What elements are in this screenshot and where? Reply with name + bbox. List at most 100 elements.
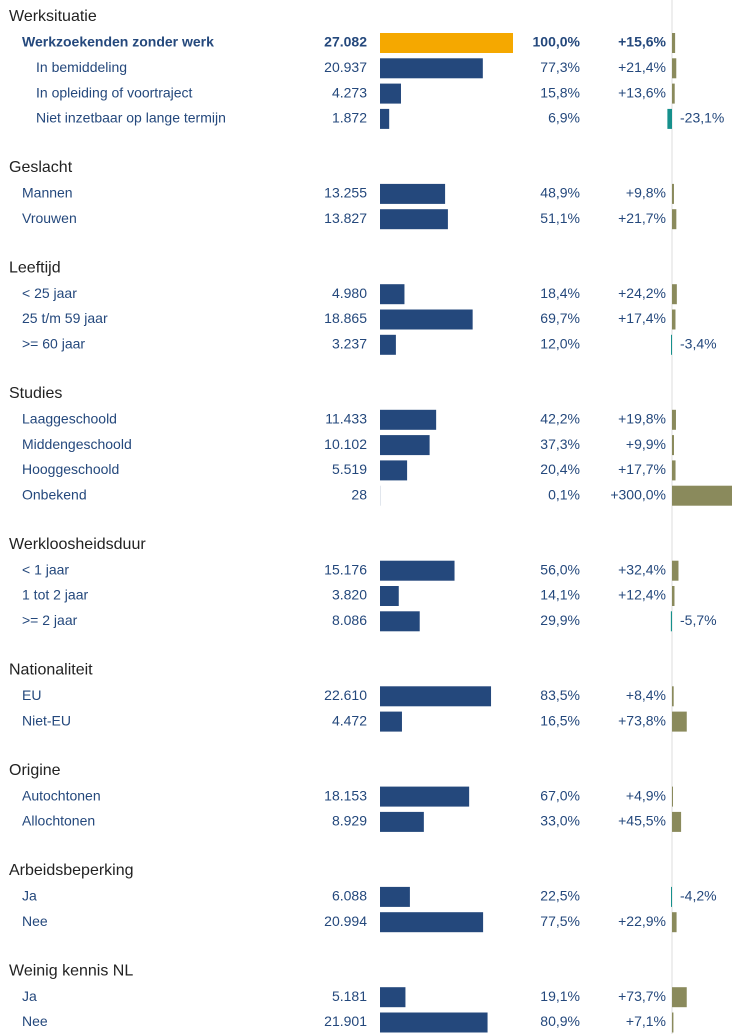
change-bar (672, 811, 682, 832)
count: 20.994 (324, 913, 367, 929)
change-bar (672, 309, 676, 330)
row-label: Nee (22, 1013, 48, 1029)
change-bar (671, 334, 672, 355)
change: +300,0% (610, 486, 666, 502)
count-bar (380, 886, 410, 907)
change: +22,9% (618, 913, 666, 929)
count-bar (380, 912, 484, 933)
count: 27.082 (324, 34, 367, 50)
share: 0,1% (548, 486, 580, 502)
change: +15,6% (618, 34, 666, 50)
count-bar (380, 987, 406, 1008)
share: 67,0% (540, 787, 580, 803)
row-label: Ja (22, 988, 37, 1004)
share: 20,4% (540, 461, 580, 477)
change: +4,9% (626, 787, 666, 803)
count: 1.872 (332, 110, 367, 126)
count-bar (380, 560, 455, 581)
change: +17,4% (618, 310, 666, 326)
count-bar (380, 435, 430, 456)
section-title: Werkloosheidsduur (9, 536, 146, 553)
change: +21,7% (618, 210, 666, 226)
change-bar (672, 83, 675, 104)
row-label: EU (22, 687, 41, 703)
count: 15.176 (324, 561, 367, 577)
share: 14,1% (540, 587, 580, 603)
row-label: Allochtonen (22, 813, 95, 829)
count: 4.273 (332, 84, 367, 100)
change-bar (672, 786, 673, 807)
share: 16,5% (540, 712, 580, 728)
change-bar (672, 711, 687, 732)
count: 3.820 (332, 587, 367, 603)
count-bar (380, 83, 401, 104)
change: +73,8% (618, 712, 666, 728)
count-bar (380, 409, 437, 430)
count: 18.153 (324, 787, 367, 803)
change-bar (672, 435, 674, 456)
share: 77,3% (540, 59, 580, 75)
share: 56,0% (540, 561, 580, 577)
change: -4,2% (680, 888, 717, 904)
row-label: Laaggeschoold (22, 411, 117, 427)
row-label: Middengeschoold (22, 436, 132, 452)
share: 19,1% (540, 988, 580, 1004)
count: 18.865 (324, 310, 367, 326)
share: 12,0% (540, 336, 580, 352)
change-bar (672, 284, 677, 305)
share: 15,8% (540, 84, 580, 100)
change: +13,6% (618, 84, 666, 100)
change-bar (672, 560, 679, 581)
change: +21,4% (618, 59, 666, 75)
share: 83,5% (540, 687, 580, 703)
change: +8,4% (626, 687, 666, 703)
count-bar (380, 711, 402, 732)
share: 22,5% (540, 888, 580, 904)
section-title: Nationaliteit (9, 662, 93, 679)
change-bar (672, 586, 675, 606)
row-label: Niet-EU (22, 712, 71, 728)
count: 22.610 (324, 687, 367, 703)
change-bar (672, 485, 732, 506)
change-bar (672, 912, 677, 933)
count: 28 (351, 486, 367, 502)
share: 6,9% (548, 110, 580, 126)
change: +9,8% (626, 185, 666, 201)
change-bar (667, 108, 672, 129)
count: 21.901 (324, 1013, 367, 1029)
row-label: Onbekend (22, 486, 87, 502)
row-label: Ja (22, 888, 37, 904)
change-bar (672, 686, 674, 707)
change: -5,7% (680, 612, 717, 628)
section-title: Werksituatie (9, 8, 97, 25)
count-bar (380, 309, 473, 330)
row-label: Mannen (22, 185, 73, 201)
count-bar (380, 284, 405, 305)
row-label: Autochtonen (22, 787, 101, 803)
row-label: In bemiddeling (36, 59, 127, 75)
count-bar (380, 209, 448, 230)
row-label: In opleiding of voortraject (36, 84, 193, 100)
share: 77,5% (540, 913, 580, 929)
change: +19,8% (618, 411, 666, 427)
count-bar (380, 58, 483, 79)
share: 37,3% (540, 436, 580, 452)
row-label: < 1 jaar (22, 561, 69, 577)
count-bar (380, 460, 408, 481)
count: 11.433 (325, 411, 367, 427)
count: 10.102 (324, 436, 367, 452)
change: +45,5% (618, 813, 666, 829)
count-bar (380, 811, 424, 832)
count: 13.827 (324, 210, 367, 226)
share: 33,0% (540, 813, 580, 829)
row-label: Hooggeschoold (22, 461, 119, 477)
row-label: 25 t/m 59 jaar (22, 310, 108, 326)
count-bar (380, 786, 470, 807)
count-bar (380, 611, 420, 632)
change: +73,7% (618, 988, 666, 1004)
section-title: Origine (9, 762, 61, 779)
row-label: Vrouwen (22, 210, 77, 226)
change-bar (672, 58, 677, 79)
count-bar (380, 686, 492, 707)
